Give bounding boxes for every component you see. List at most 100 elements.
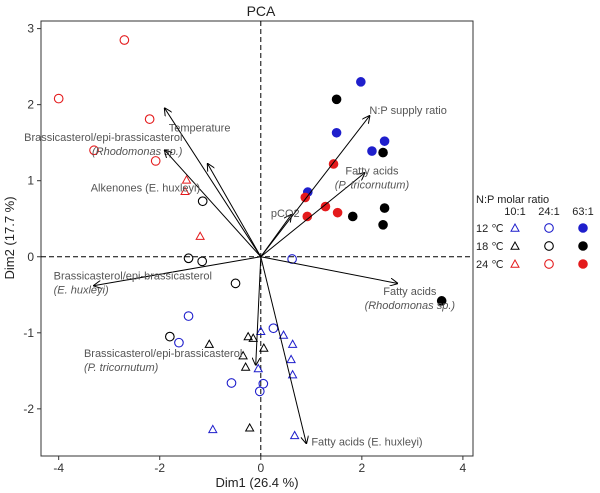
score-point: [436, 296, 447, 306]
y-tick-label: -2: [23, 402, 34, 416]
score-point: [332, 207, 343, 218]
legend: N:P molar ratio 10:1 24:1 63:1 12 ℃ 18 ℃ 24 ℃: [476, 194, 594, 271]
loading-vector-label-species: (Rhodomonas sp.): [92, 146, 183, 158]
score-point: [144, 114, 155, 124]
score-point: [378, 220, 388, 230]
loading-vector-arrow: [260, 256, 397, 284]
loading-vector-label: Fatty acids: [383, 286, 437, 298]
loading-vector-label: Brassicasterol/epi-brassicasterol: [54, 271, 212, 283]
score-point: [379, 136, 390, 146]
score-point: [378, 147, 388, 158]
score-point: [183, 253, 194, 264]
x-axis-ticks: -4 -2 0 2 4: [53, 456, 467, 475]
x-tick-label: -4: [53, 461, 64, 475]
x-tick-label: 4: [460, 461, 467, 475]
score-point: [195, 231, 206, 240]
loading-vector-arrow: [165, 108, 262, 258]
x-axis-label: Dim1 (26.4 %): [215, 475, 298, 490]
loading-vectors: TemperatureBrassicasterol/epi-brassicast…: [24, 105, 455, 449]
score-point: [243, 331, 254, 341]
score-point: [356, 77, 366, 87]
score-point: [174, 337, 184, 348]
loading-vector-arrow: [165, 150, 262, 258]
y-axis-label: Dim2 (17.7 %): [2, 196, 17, 279]
score-point: [258, 342, 269, 352]
loading-vector-label: Fatty acids: [345, 166, 399, 178]
score-point: [226, 378, 237, 388]
loading-vector-label-species: (Rhodomonas sp.): [365, 300, 456, 312]
legend-marker: [544, 223, 554, 233]
loading-vector-label-species: (P. tricornutum): [335, 180, 410, 192]
loading-vector-label: Brassicasterol/epi-brassicasterol: [84, 348, 242, 360]
legend-temperature-label: 24 ℃: [476, 259, 504, 271]
y-tick-label: 0: [27, 250, 34, 264]
legend-ratio-header: 24:1: [538, 206, 559, 218]
score-point: [180, 186, 190, 196]
y-tick-label: 2: [27, 98, 34, 112]
score-point: [248, 333, 259, 342]
legend-temperature-label: 12 ℃: [476, 223, 504, 235]
score-point: [286, 354, 296, 364]
loading-vector-arrow: [260, 256, 306, 443]
score-point: [278, 330, 289, 339]
x-tick-label: -2: [154, 461, 165, 475]
loading-vector-label: Alkenones (E. huxleyi): [91, 182, 200, 194]
x-tick-label: 2: [358, 461, 365, 475]
score-point: [53, 93, 64, 104]
score-point: [238, 350, 248, 360]
score-point: [89, 145, 99, 156]
chart-title: PCA: [247, 3, 276, 19]
score-point: [119, 35, 130, 45]
score-point: [379, 203, 390, 213]
score-point: [258, 378, 269, 389]
score-point: [320, 201, 331, 212]
score-point: [197, 196, 208, 207]
loading-vector-arrow: [260, 173, 365, 258]
score-point: [181, 174, 192, 184]
score-point: [287, 339, 298, 348]
legend-marker: [544, 259, 554, 269]
score-point: [300, 192, 311, 203]
loading-vector-label-species: (E. huxleyi): [54, 285, 109, 297]
loading-vector-label: Temperature: [169, 122, 231, 134]
legend-marker: [578, 259, 588, 269]
y-tick-label: -1: [23, 326, 34, 340]
legend-ratio-header: 10:1: [504, 206, 525, 218]
score-point: [331, 94, 342, 105]
legend-marker: [544, 241, 554, 251]
score-point: [244, 422, 255, 432]
y-tick-label: 3: [27, 22, 34, 36]
score-points: [53, 35, 447, 440]
loading-vector-arrow: [94, 256, 261, 286]
plot-frame: [40, 20, 474, 457]
legend-marker: [510, 258, 520, 268]
loading-vector-label-species: (P. tricornutum): [84, 362, 159, 374]
score-point: [150, 156, 161, 166]
score-point: [331, 127, 342, 138]
loading-vector-label: N:P supply ratio: [369, 105, 446, 117]
loading-vector-arrow: [260, 116, 370, 258]
legend-marker: [510, 222, 520, 232]
score-point: [289, 430, 300, 440]
loading-vector-label: pCO2: [271, 208, 300, 220]
legend-marker: [578, 223, 588, 233]
score-point: [204, 339, 215, 348]
loading-vector-label: Fatty acids (E. huxleyi): [311, 436, 422, 448]
loading-vector-arrow: [256, 256, 262, 365]
score-point: [230, 278, 241, 289]
x-tick-label: 0: [257, 461, 264, 475]
loading-vector-arrow: [208, 164, 262, 257]
loading-vector-label: Brassicasterol/epi-brassicasterol: [24, 132, 182, 144]
score-point: [207, 424, 218, 434]
y-axis-ticks: -2 -1 0 1 2 3: [23, 22, 41, 416]
score-point: [253, 363, 264, 373]
score-point: [164, 331, 175, 342]
score-point: [367, 146, 377, 156]
y-tick-label: 1: [27, 174, 34, 188]
score-point: [347, 211, 358, 222]
score-point: [240, 361, 251, 371]
legend-marker: [578, 241, 588, 251]
legend-title: N:P molar ratio: [476, 194, 549, 206]
legend-marker: [510, 240, 520, 250]
